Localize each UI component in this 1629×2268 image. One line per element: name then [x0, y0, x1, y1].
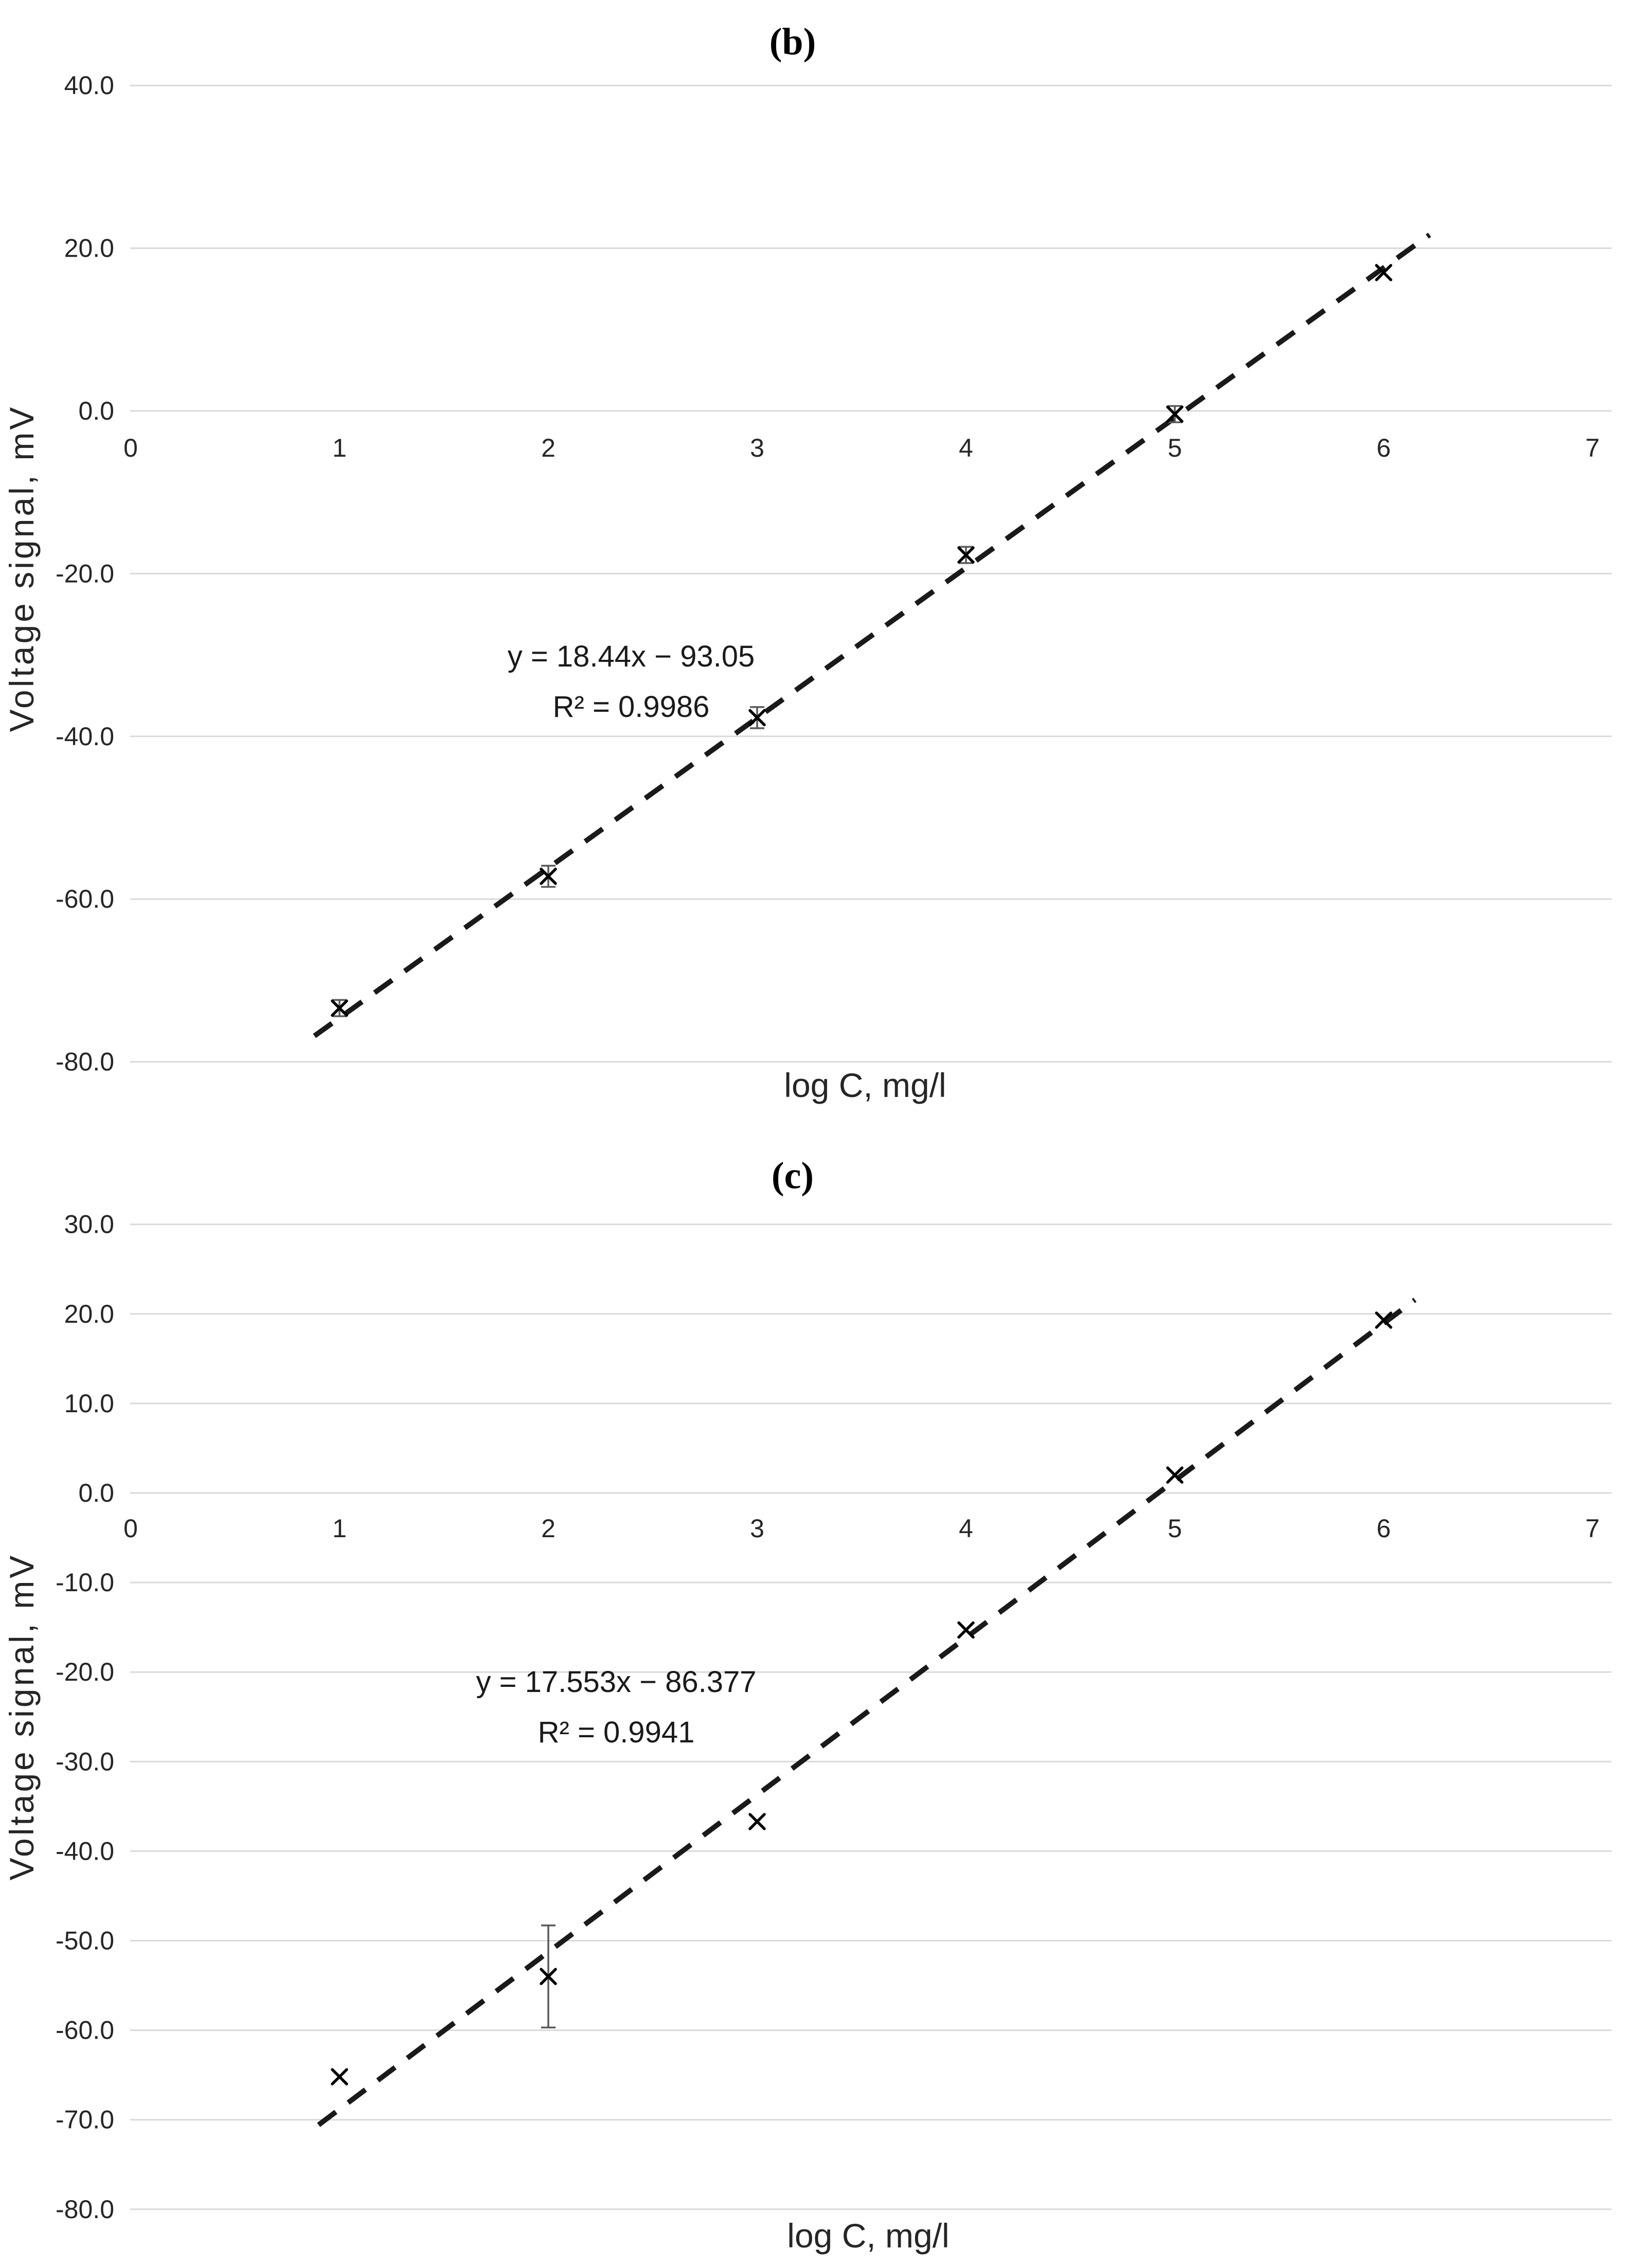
chart-c-ytick-label--80.0: -80.0 — [56, 2195, 114, 2224]
chart-b-xtick-label-4: 4 — [959, 434, 973, 462]
chart-b-xtick-label-3: 3 — [750, 434, 764, 462]
chart-c-y-axis-title: Voltage signal, mV — [3, 1553, 41, 1881]
chart-b-equation-text: y = 18.44x − 93.05 — [507, 640, 755, 673]
chart-b-y-axis-title: Voltage signal, mV — [3, 404, 41, 732]
chart-c-r-squared-text: R² = 0.9941 — [538, 1716, 695, 1749]
chart-c-plot-area: 30.0 20.0 10.0 0.0 -10.0 -20.0 -30.0 -40.0 -50.0… — [56, 1210, 1612, 2224]
chart-c-xtick-label-5: 5 — [1168, 1514, 1182, 1543]
chart-b-ytick-label--60.0: -60.0 — [56, 885, 114, 913]
chart-c-data-marker-x6 — [1375, 1311, 1392, 1329]
chart-c-ytick-label--40.0: -40.0 — [56, 1837, 114, 1865]
chart-c-ytick-label--60.0: -60.0 — [56, 2016, 114, 2045]
chart-b-ytick-label-40.0: 40.0 — [64, 71, 114, 100]
chart-b-r-squared-text: R² = 0.9986 — [552, 690, 710, 724]
chart-c-xtick-label-2: 2 — [541, 1514, 556, 1543]
chart-c-ytick-label-20.0: 20.0 — [64, 1300, 114, 1328]
chart-c-ytick-label--10.0: -10.0 — [56, 1568, 114, 1597]
chart-b-xtick-label-7: 7 — [1585, 434, 1600, 462]
chart-b-trendline — [313, 232, 1431, 1038]
chart-b-xtick-label-6: 6 — [1376, 434, 1391, 462]
chart-c-data-marker-x2 — [540, 1968, 557, 1985]
chart-c-xtick-label-0: 0 — [123, 1514, 138, 1543]
chart-c-data-marker-x5 — [1166, 1466, 1184, 1484]
chart-b-trendline-label: y = 18.44x − 93.05 R² = 0.9986 — [508, 632, 755, 732]
chart-b-data-marker-x3 — [748, 709, 766, 727]
chart-c-ytick-label--20.0: -20.0 — [56, 1658, 114, 1686]
chart-b-data-marker-x4 — [957, 546, 975, 564]
chart-c-xtick-label-6: 6 — [1376, 1514, 1391, 1543]
chart-b-plot-area: 40.0 20.0 0.0 -20.0 -40.0 -60.0 -80.0 0 1 2 3 4 5 6 7 — [56, 71, 1612, 1076]
chart-b-x-axis-title: log C, mg/l — [784, 1066, 946, 1104]
chart-c-xtick-label-3: 3 — [750, 1514, 764, 1543]
chart-c-data-marker-x3 — [748, 1813, 766, 1830]
chart-c-x-axis-title: log C, mg/l — [787, 2217, 950, 2255]
chart-c-ytick-label--50.0: -50.0 — [56, 1927, 114, 1955]
chart-b-ytick-label--20.0: -20.0 — [56, 559, 114, 588]
chart-b-panel-label: (b) — [769, 21, 816, 63]
chart-b-ytick-label--40.0: -40.0 — [56, 722, 114, 751]
chart-b-xtick-label-5: 5 — [1168, 434, 1182, 462]
chart-b-ytick-label-20.0: 20.0 — [64, 234, 114, 263]
chart-c-trendline-label: y = 17.553x − 86.377 R² = 0.9941 — [476, 1657, 757, 1758]
chart-c-ytick-label-30.0: 30.0 — [64, 1210, 114, 1239]
chart-c-data-marker-x4 — [957, 1621, 975, 1639]
chart-b-ytick-label--80.0: -80.0 — [56, 1048, 114, 1076]
chart-b-data-marker-x5 — [1166, 405, 1184, 423]
chart-c-equation-text: y = 17.553x − 86.377 — [476, 1665, 757, 1699]
chart-c-ytick-label--70.0: -70.0 — [56, 2105, 114, 2134]
chart-c-panel-label: (c) — [771, 1155, 814, 1197]
chart-c-xtick-label-7: 7 — [1585, 1514, 1600, 1543]
chart-b-data-marker-x6 — [1375, 264, 1392, 281]
chart-c-data-marker-x1 — [331, 2068, 348, 2085]
chart-c-trendline — [317, 1298, 1417, 2127]
chart-c-xtick-label-4: 4 — [959, 1514, 973, 1543]
chart-b-ytick-label-0.0: 0.0 — [78, 397, 114, 425]
chart-c-ytick-label--30.0: -30.0 — [56, 1747, 114, 1776]
chart-c-ytick-label-0.0: 0.0 — [78, 1479, 114, 1507]
chart-c-ytick-label-10.0: 10.0 — [64, 1389, 114, 1418]
chart-b-data-marker-x1 — [331, 999, 348, 1017]
chart-b-xtick-label-1: 1 — [332, 434, 347, 462]
chart-b-xtick-label-2: 2 — [541, 434, 556, 462]
chart-c-xtick-label-1: 1 — [332, 1514, 347, 1543]
chart-b-data-marker-x2 — [540, 868, 557, 885]
chart-b-xtick-label-0: 0 — [123, 434, 138, 462]
